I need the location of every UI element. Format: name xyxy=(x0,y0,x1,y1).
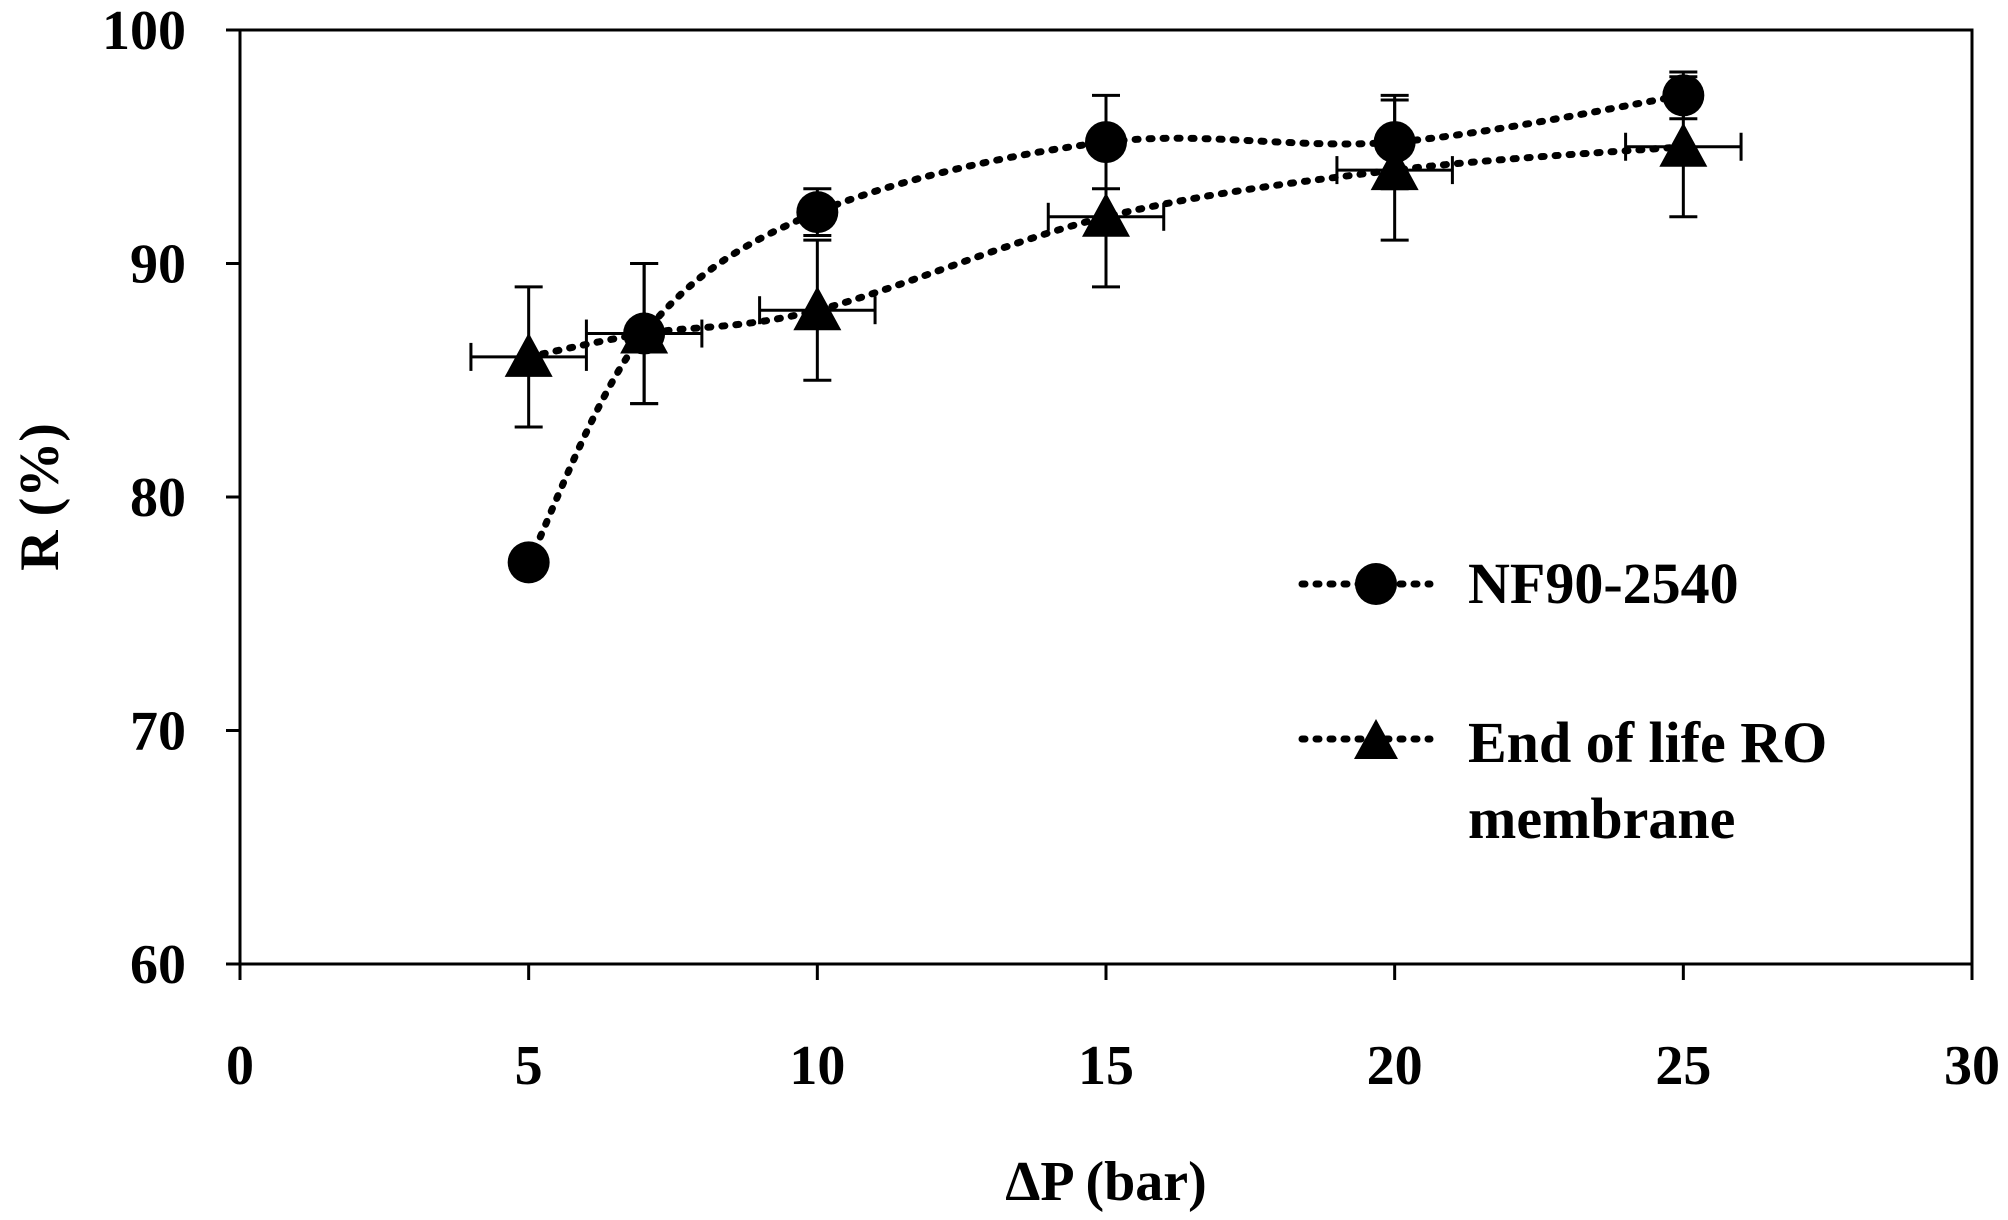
x-tick-label: 10 xyxy=(789,1035,845,1097)
data-point-triangle xyxy=(1370,146,1419,191)
y-tick-label: 60 xyxy=(130,934,186,996)
x-tick-label: 25 xyxy=(1655,1035,1711,1097)
y-tick-label: 90 xyxy=(130,234,186,296)
data-point-circle xyxy=(796,191,839,234)
legend-marker-circle xyxy=(1355,563,1397,605)
data-point-triangle xyxy=(793,286,842,331)
x-tick-label: 15 xyxy=(1078,1035,1134,1097)
legend: NF90-2540 End of life RO membrane xyxy=(1298,551,1827,851)
legend-label-nf90: NF90-2540 xyxy=(1468,551,1739,616)
y-tick-label: 100 xyxy=(102,0,186,62)
x-tick-label: 0 xyxy=(226,1035,254,1097)
data-point-triangle xyxy=(504,332,553,377)
series-trend-line xyxy=(525,91,1687,566)
series-end-of-life-ro xyxy=(469,75,1743,429)
x-axis-title: ΔP (bar) xyxy=(1005,1151,1207,1213)
x-tick-label: 30 xyxy=(1944,1035,2000,1097)
data-point-circle xyxy=(1085,121,1127,164)
series-layer xyxy=(469,70,1743,584)
data-point-triangle xyxy=(1659,122,1708,167)
y-axis-title: R (%) xyxy=(9,423,71,571)
x-tick-label: 20 xyxy=(1367,1035,1423,1097)
y-tick-label: 80 xyxy=(130,467,186,529)
legend-label-ro-line2: membrane xyxy=(1468,786,1735,851)
legend-label-ro-line1: End of life RO xyxy=(1468,710,1827,775)
y-axis-ticks: 60 70 80 90 100 xyxy=(102,0,240,996)
x-axis-ticks: 0 5 10 15 20 25 30 xyxy=(226,964,2000,1097)
data-point-triangle xyxy=(620,309,669,354)
data-point-triangle xyxy=(1082,192,1130,237)
data-point-circle xyxy=(507,541,550,584)
legend-marker-triangle xyxy=(1354,719,1398,759)
x-tick-label: 5 xyxy=(515,1035,543,1097)
y-tick-label: 70 xyxy=(130,701,186,763)
